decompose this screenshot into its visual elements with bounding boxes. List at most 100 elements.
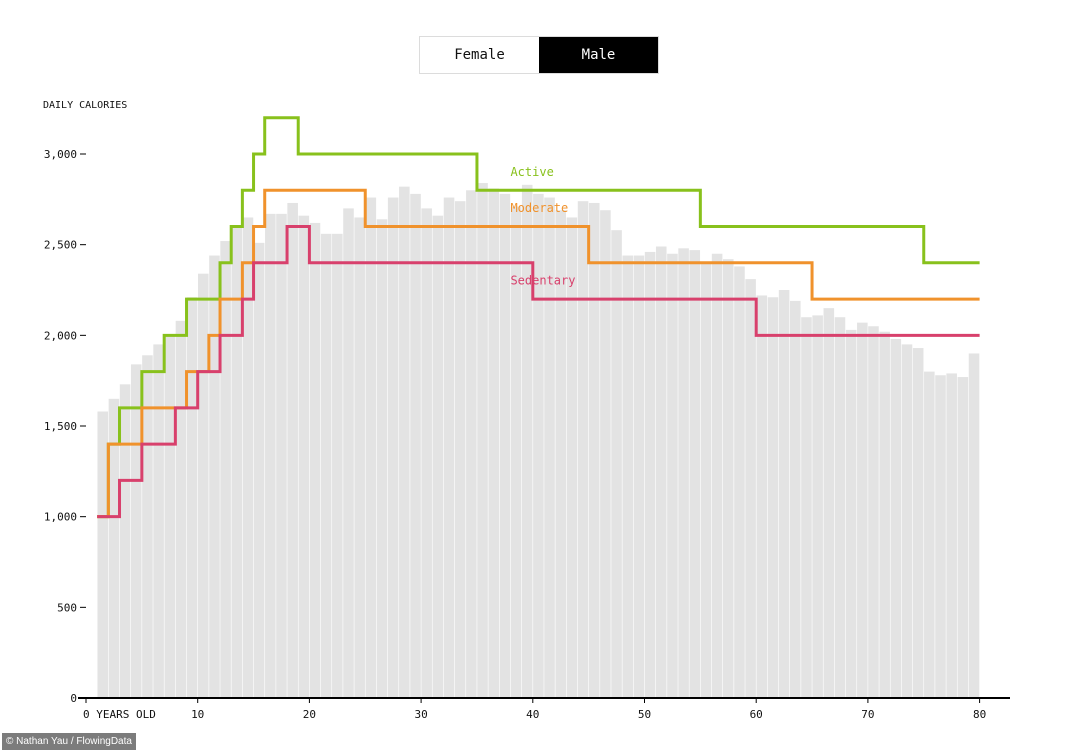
- bar-age-50: [633, 255, 645, 699]
- bar-age-33: [443, 197, 455, 698]
- y-axis-title: DAILY CALORIES: [43, 100, 127, 111]
- bar-age-44: [566, 217, 578, 699]
- bar-age-5: [130, 364, 142, 698]
- bar-age-11: [198, 273, 209, 698]
- lines-layer: [97, 116, 980, 519]
- x-tick-label: 20: [303, 708, 316, 721]
- bar-age-75: [912, 348, 924, 698]
- bar-age-28: [387, 197, 399, 698]
- bar-age-20: [298, 215, 310, 698]
- bar-age-10: [186, 297, 198, 698]
- bar-age-76: [924, 371, 935, 698]
- bar-age-53: [667, 253, 678, 699]
- bar-age-26: [365, 197, 377, 698]
- bar-age-2: [97, 411, 109, 698]
- y-tick-label: 0: [70, 692, 77, 705]
- calorie-chart: 0 YEARS OLD 10 20 30 40 50 60 70 80 0 500 1,000 1,50…: [43, 100, 1010, 721]
- x-tick-label: 30: [414, 708, 427, 721]
- bar-age-66: [812, 315, 823, 698]
- bar-age-7: [153, 344, 164, 698]
- bar-age-52: [655, 246, 667, 699]
- bar-age-69: [845, 329, 857, 698]
- bar-age-15: [242, 217, 254, 699]
- bar-age-48: [611, 230, 622, 699]
- bar-age-55: [689, 250, 701, 699]
- line-sedentary: [97, 225, 980, 519]
- credit-label: © Nathan Yau / FlowingData: [2, 733, 136, 750]
- y-tick-label: 3,000: [44, 148, 77, 161]
- bar-age-57: [711, 253, 723, 699]
- bars-layer: [97, 183, 980, 699]
- bar-age-74: [901, 344, 913, 698]
- bar-age-80: [968, 353, 980, 698]
- bar-age-27: [376, 219, 388, 699]
- y-tick-label: 500: [57, 601, 77, 614]
- bar-age-30: [410, 193, 421, 698]
- bar-age-24: [343, 208, 354, 698]
- bar-age-71: [868, 326, 879, 698]
- label-moderate: Moderate: [510, 201, 568, 215]
- y-tick-label: 2,000: [44, 329, 77, 342]
- x-tick-label: 50: [638, 708, 651, 721]
- bar-age-23: [332, 233, 343, 699]
- bar-age-49: [622, 255, 634, 699]
- label-active: Active: [510, 165, 553, 179]
- bar-age-72: [879, 331, 890, 698]
- bar-age-9: [175, 320, 187, 698]
- bar-age-38: [499, 193, 511, 698]
- bar-age-41: [533, 193, 544, 698]
- x-tick-label: 0 YEARS OLD: [83, 708, 156, 721]
- bar-age-79: [957, 377, 969, 698]
- bar-age-25: [354, 217, 365, 699]
- y-tick-label: 1,000: [44, 511, 77, 524]
- bar-age-29: [399, 186, 410, 698]
- x-tick-label: 40: [526, 708, 539, 721]
- bar-age-39: [510, 206, 522, 698]
- bar-age-45: [577, 201, 589, 698]
- line-moderate: [97, 188, 980, 519]
- bar-age-40: [521, 184, 533, 699]
- bar-age-16: [253, 242, 265, 699]
- bar-age-13: [220, 241, 231, 699]
- bar-age-3: [108, 398, 120, 698]
- bar-age-62: [767, 297, 779, 698]
- x-tick-label: 60: [750, 708, 763, 721]
- bar-age-51: [644, 251, 656, 698]
- bar-age-19: [287, 202, 298, 698]
- bar-age-8: [164, 335, 176, 698]
- bar-age-47: [600, 210, 611, 698]
- bar-age-4: [119, 384, 131, 698]
- bar-age-14: [231, 226, 243, 699]
- bar-age-63: [778, 290, 790, 698]
- labels-layer: Active Moderate Sedentary: [510, 165, 575, 288]
- bar-age-65: [801, 317, 812, 698]
- bar-age-43: [555, 210, 567, 698]
- x-tick-label: 10: [191, 708, 204, 721]
- bar-age-68: [834, 317, 846, 698]
- bar-age-32: [432, 215, 444, 698]
- bar-age-59: [734, 266, 745, 698]
- x-tick-label: 80: [973, 708, 986, 721]
- bar-age-37: [488, 188, 499, 698]
- bar-age-70: [857, 322, 868, 698]
- bar-age-67: [823, 308, 835, 698]
- sex-toggle: Female Male: [419, 36, 659, 74]
- x-tick-label: 70: [861, 708, 874, 721]
- bar-age-31: [421, 208, 432, 698]
- bar-age-42: [544, 197, 555, 698]
- bar-age-22: [320, 233, 332, 699]
- bar-age-64: [790, 300, 801, 698]
- bar-age-34: [454, 201, 466, 698]
- female-button[interactable]: Female: [420, 37, 539, 73]
- bar-age-46: [588, 202, 600, 698]
- bar-age-58: [722, 259, 734, 698]
- male-button[interactable]: Male: [539, 37, 658, 73]
- bar-age-6: [142, 355, 153, 698]
- bar-age-35: [466, 190, 477, 698]
- bar-age-78: [946, 373, 957, 698]
- label-sedentary: Sedentary: [510, 274, 575, 288]
- bar-age-36: [477, 183, 488, 698]
- bar-age-77: [935, 375, 946, 698]
- y-tick-label: 2,500: [44, 239, 77, 252]
- bar-age-12: [209, 255, 220, 699]
